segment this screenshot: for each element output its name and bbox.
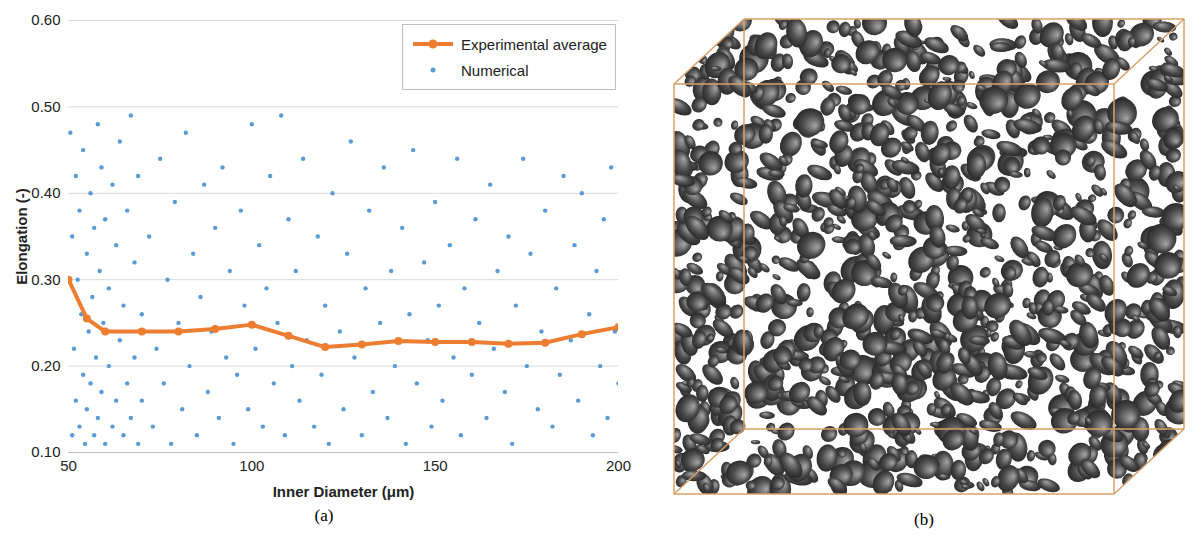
svg-text:50: 50 (60, 457, 77, 474)
svg-text:200: 200 (606, 457, 631, 474)
svg-text:100: 100 (239, 457, 264, 474)
svg-text:150: 150 (423, 457, 448, 474)
svg-text:0.10: 0.10 (31, 443, 60, 460)
svg-text:0.60: 0.60 (31, 11, 60, 28)
html-text:(a): (a) (314, 506, 334, 525)
svg-text:0.50: 0.50 (31, 98, 60, 115)
svg-text:0.20: 0.20 (31, 357, 60, 374)
html-text:(b): (b) (914, 510, 934, 529)
html-text:Numerical: Numerical (461, 61, 529, 79)
svg-text:Inner Diameter (μm): Inner Diameter (μm) (273, 483, 415, 500)
svg-text:0.30: 0.30 (31, 271, 60, 288)
svg-text:0.40: 0.40 (31, 184, 60, 201)
html-text:Experimental average: Experimental average (461, 35, 607, 53)
svg-text:Elongation (-): Elongation (-) (13, 188, 30, 285)
